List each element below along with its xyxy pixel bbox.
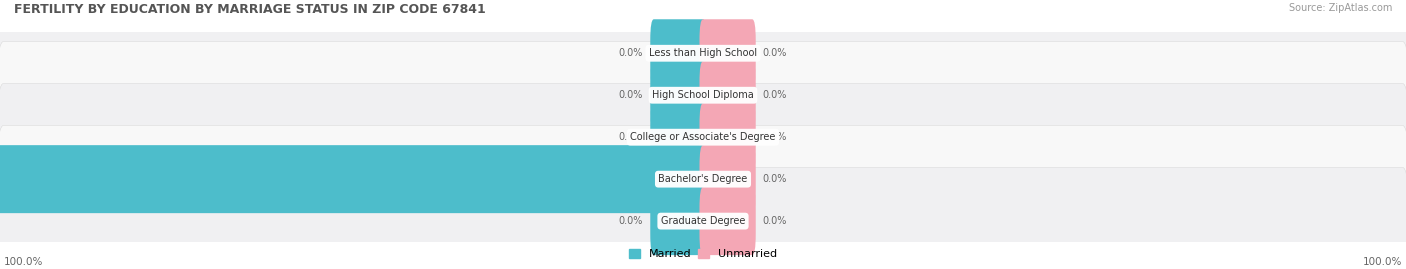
Text: 0.0%: 0.0%	[762, 174, 787, 184]
Text: 0.0%: 0.0%	[762, 48, 787, 58]
Text: Less than High School: Less than High School	[650, 48, 756, 58]
FancyBboxPatch shape	[650, 61, 707, 129]
Text: Graduate Degree: Graduate Degree	[661, 216, 745, 226]
FancyBboxPatch shape	[0, 0, 1406, 107]
FancyBboxPatch shape	[700, 145, 756, 213]
FancyBboxPatch shape	[0, 41, 1406, 149]
Text: Source: ZipAtlas.com: Source: ZipAtlas.com	[1288, 3, 1392, 13]
FancyBboxPatch shape	[700, 103, 756, 171]
Text: 0.0%: 0.0%	[762, 216, 787, 226]
FancyBboxPatch shape	[650, 19, 707, 87]
Text: 100.0%: 100.0%	[1362, 257, 1403, 267]
Text: College or Associate's Degree: College or Associate's Degree	[630, 132, 776, 142]
Text: 0.0%: 0.0%	[619, 132, 644, 142]
FancyBboxPatch shape	[700, 187, 756, 255]
Text: High School Diploma: High School Diploma	[652, 90, 754, 100]
Text: 0.0%: 0.0%	[762, 132, 787, 142]
FancyBboxPatch shape	[0, 145, 707, 213]
Text: 0.0%: 0.0%	[762, 90, 787, 100]
Text: FERTILITY BY EDUCATION BY MARRIAGE STATUS IN ZIP CODE 67841: FERTILITY BY EDUCATION BY MARRIAGE STATU…	[14, 3, 486, 16]
FancyBboxPatch shape	[0, 83, 1406, 191]
Text: 0.0%: 0.0%	[619, 216, 644, 226]
FancyBboxPatch shape	[700, 19, 756, 87]
Text: 0.0%: 0.0%	[619, 90, 644, 100]
Text: Bachelor's Degree: Bachelor's Degree	[658, 174, 748, 184]
FancyBboxPatch shape	[0, 125, 1406, 233]
Legend: Married, Unmarried: Married, Unmarried	[624, 244, 782, 263]
FancyBboxPatch shape	[700, 61, 756, 129]
Text: 100.0%: 100.0%	[3, 257, 44, 267]
FancyBboxPatch shape	[650, 187, 707, 255]
FancyBboxPatch shape	[0, 167, 1406, 269]
Text: 0.0%: 0.0%	[619, 48, 644, 58]
FancyBboxPatch shape	[650, 103, 707, 171]
